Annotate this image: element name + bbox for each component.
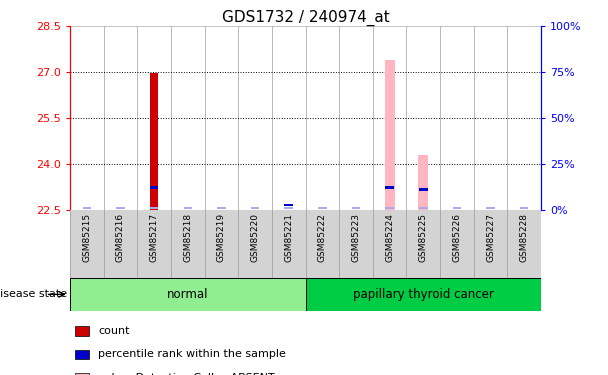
Bar [305, 278, 541, 311]
Bar [204, 26, 238, 210]
Text: count: count [98, 326, 130, 336]
Bar [373, 26, 407, 210]
Bar [339, 26, 373, 210]
Bar [407, 26, 440, 210]
Text: papillary thyroid cancer: papillary thyroid cancer [353, 288, 494, 301]
Text: GSM85223: GSM85223 [351, 213, 361, 262]
Text: GSM85217: GSM85217 [150, 213, 159, 262]
Text: GSM85225: GSM85225 [419, 213, 428, 262]
Bar [116, 207, 125, 209]
Text: value, Detection Call = ABSENT: value, Detection Call = ABSENT [98, 373, 275, 375]
Text: disease state: disease state [0, 290, 67, 299]
Bar [75, 326, 89, 336]
Bar [70, 278, 305, 311]
Bar [251, 207, 259, 209]
Bar [508, 26, 541, 210]
Text: GSM85226: GSM85226 [452, 213, 461, 262]
Bar [285, 207, 293, 209]
Text: GSM85219: GSM85219 [217, 213, 226, 262]
Bar [418, 155, 429, 210]
Bar [453, 207, 461, 209]
Bar [150, 73, 158, 210]
Text: GSM85220: GSM85220 [250, 213, 260, 262]
Text: GSM85221: GSM85221 [284, 213, 293, 262]
Bar [75, 350, 89, 359]
Title: GDS1732 / 240974_at: GDS1732 / 240974_at [222, 10, 389, 26]
Bar [70, 26, 103, 210]
Text: percentile rank within the sample: percentile rank within the sample [98, 350, 286, 359]
Bar [318, 207, 326, 209]
Bar [385, 186, 394, 189]
Text: GSM85215: GSM85215 [82, 213, 91, 262]
Bar [285, 204, 293, 206]
Bar [419, 207, 427, 209]
Bar [520, 207, 528, 209]
Bar [83, 207, 91, 209]
Bar [171, 26, 204, 210]
Bar [352, 207, 360, 209]
Bar [150, 207, 158, 209]
Bar [440, 26, 474, 210]
Bar [103, 26, 137, 210]
Text: GSM85228: GSM85228 [520, 213, 529, 262]
Bar [474, 26, 508, 210]
Text: GSM85227: GSM85227 [486, 213, 495, 262]
Text: GSM85224: GSM85224 [385, 213, 394, 262]
Bar [184, 207, 192, 209]
Text: GSM85222: GSM85222 [318, 213, 327, 262]
Bar [419, 188, 427, 191]
Bar [272, 26, 305, 210]
Bar [385, 207, 394, 209]
Bar [486, 207, 495, 209]
Bar [305, 26, 339, 210]
Text: normal: normal [167, 288, 209, 301]
Bar [217, 207, 226, 209]
Bar [75, 373, 89, 375]
Text: GSM85218: GSM85218 [183, 213, 192, 262]
Bar [150, 186, 158, 189]
Bar [385, 60, 395, 210]
Bar [137, 26, 171, 210]
Text: GSM85216: GSM85216 [116, 213, 125, 262]
Bar [238, 26, 272, 210]
